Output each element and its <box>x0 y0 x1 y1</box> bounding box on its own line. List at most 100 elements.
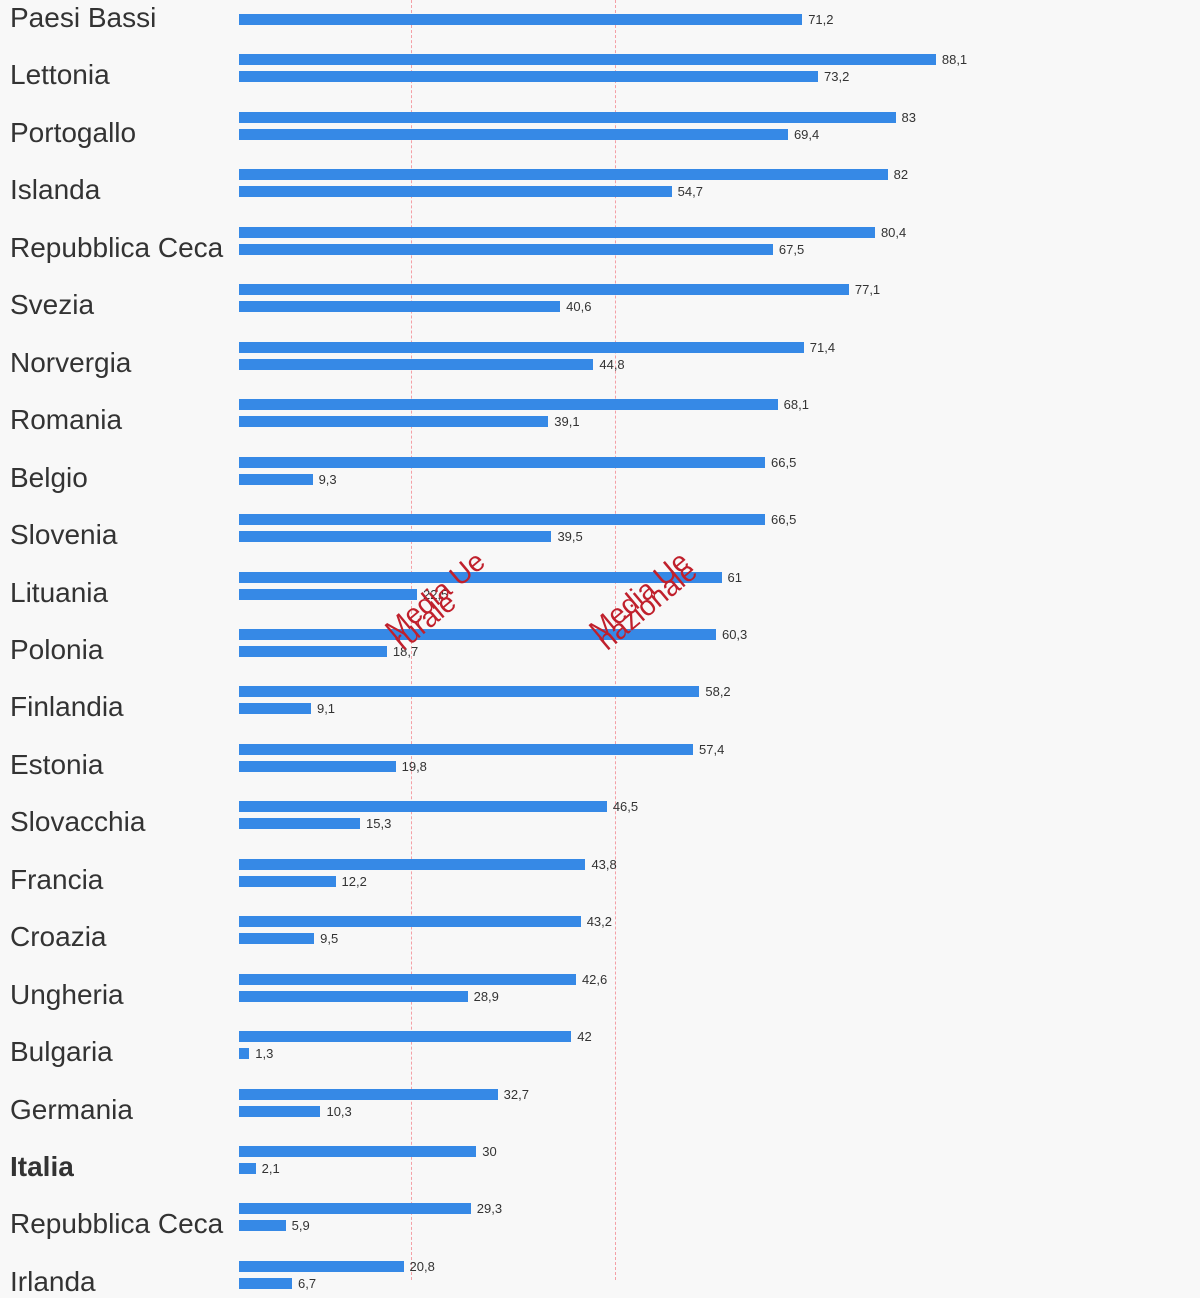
bar <box>239 186 672 198</box>
bar <box>239 875 336 887</box>
data-label: 44,8 <box>599 356 625 372</box>
category-label: Slovacchia <box>10 806 146 838</box>
bar <box>239 916 581 928</box>
bar <box>239 514 765 526</box>
bar <box>239 1146 477 1157</box>
bar <box>239 645 387 657</box>
bar <box>239 1088 498 1100</box>
data-label: 43,8 <box>591 856 617 872</box>
reference-line <box>615 0 616 1280</box>
data-label: 29,3 <box>476 1201 503 1217</box>
bar <box>239 284 849 296</box>
data-label: 39,5 <box>557 529 583 545</box>
data-label: 71,2 <box>808 12 834 27</box>
data-label: 73,2 <box>824 69 850 85</box>
data-label: 28,9 <box>473 988 499 1004</box>
data-label: 67,5 <box>778 241 805 257</box>
category-label: Repubblica Ceca <box>10 1208 224 1240</box>
bar <box>239 1031 572 1043</box>
category-label: Paesi Bassi <box>10 2 157 33</box>
data-label: 66,5 <box>771 454 797 470</box>
category-label: Irlanda <box>10 1265 96 1297</box>
category-label: Belgio <box>10 461 88 493</box>
bar <box>239 1105 321 1117</box>
bar <box>239 703 311 715</box>
data-label: 57,4 <box>699 741 725 757</box>
data-label: 88,1 <box>941 52 968 68</box>
bar <box>239 973 576 985</box>
data-label: 22,5 <box>422 586 449 602</box>
data-label: 60,3 <box>721 626 748 642</box>
data-label: 61 <box>727 569 742 585</box>
bar <box>239 933 315 945</box>
data-label: 5,9 <box>291 1218 310 1234</box>
reference-line <box>411 0 412 1280</box>
bar <box>239 71 818 83</box>
data-label: 54,7 <box>677 184 703 200</box>
category-label: Germania <box>10 1093 133 1125</box>
category-label: Lituania <box>10 576 109 608</box>
bar <box>239 14 803 25</box>
bar <box>239 1203 471 1215</box>
data-label: 12,2 <box>341 873 367 889</box>
category-label: Finlandia <box>10 691 124 723</box>
bar <box>239 243 773 255</box>
bar <box>239 818 361 830</box>
category-label: Bulgaria <box>10 1036 113 1068</box>
bar <box>239 358 594 370</box>
data-label: 40,6 <box>566 299 592 315</box>
category-label: Croazia <box>10 921 107 953</box>
bar <box>239 760 396 772</box>
data-label: 19,8 <box>401 758 427 774</box>
data-label: 39,1 <box>554 414 580 430</box>
category-label: Polonia <box>10 633 104 665</box>
bar <box>239 169 888 181</box>
data-label: 42 <box>577 1029 592 1045</box>
data-label: 82 <box>893 167 909 183</box>
data-label: 42,6 <box>581 971 608 987</box>
data-label: 10,3 <box>326 1103 352 1119</box>
data-label: 18,7 <box>392 643 419 659</box>
data-label: 58,2 <box>705 684 731 700</box>
bar <box>239 416 549 428</box>
data-label: 77,1 <box>854 282 881 298</box>
bar <box>239 341 804 353</box>
bar <box>239 399 778 411</box>
bar <box>239 128 788 140</box>
bar <box>239 571 722 583</box>
bar <box>239 801 607 813</box>
bar <box>239 473 313 485</box>
category-label: Romania <box>10 404 123 436</box>
category-label: Norvergia <box>10 346 132 378</box>
category-label: Repubblica Ceca <box>10 231 224 263</box>
bar <box>239 588 417 600</box>
bar <box>239 1260 404 1272</box>
bar <box>239 1220 286 1232</box>
bar <box>239 628 716 640</box>
data-label: 6,7 <box>297 1275 317 1291</box>
bar <box>239 226 875 238</box>
bar <box>239 1048 250 1060</box>
data-label: 68,1 <box>783 397 809 413</box>
bar <box>239 858 586 870</box>
category-label: Svezia <box>10 289 95 321</box>
category-label: Islanda <box>10 174 101 206</box>
category-label: Francia <box>10 863 104 895</box>
bar <box>239 456 765 468</box>
bar <box>239 301 561 313</box>
data-label: 80,4 <box>880 224 907 240</box>
data-label: 83 <box>901 109 916 125</box>
data-label: 43,2 <box>586 914 613 930</box>
data-label: 2,1 <box>261 1161 280 1176</box>
data-label: 69,4 <box>793 126 820 142</box>
data-label: 20,8 <box>409 1258 435 1274</box>
bar <box>239 54 936 66</box>
category-label: Ungheria <box>10 978 124 1010</box>
data-label: 1,3 <box>255 1046 274 1062</box>
category-label: Lettonia <box>10 59 110 91</box>
data-label: 9,3 <box>318 471 337 487</box>
data-label: 32,7 <box>503 1086 529 1102</box>
data-label: 9,5 <box>320 931 339 947</box>
bar <box>239 743 694 755</box>
